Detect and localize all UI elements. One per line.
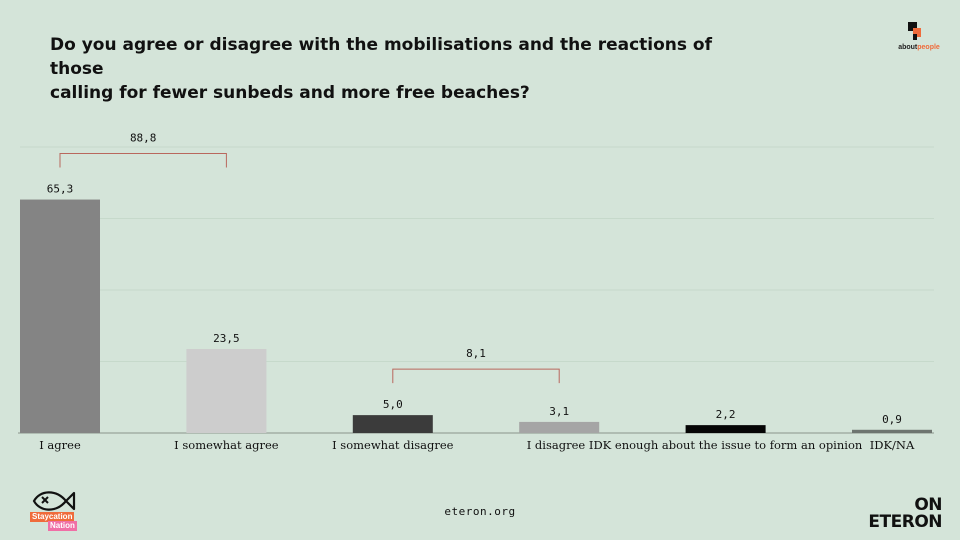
bar xyxy=(852,429,932,433)
category-label: I somewhat agree xyxy=(174,438,279,452)
aboutpeople-part2: people xyxy=(917,44,940,51)
chart-title: Do you agree or disagree with the mobili… xyxy=(50,35,713,103)
fish-icon xyxy=(32,491,76,511)
bar xyxy=(685,425,766,433)
staycation-label: Staycation xyxy=(30,512,75,522)
staycation-nation-logo: Staycation Nation xyxy=(28,488,84,532)
data-label: 23,5 xyxy=(213,332,240,345)
bracket xyxy=(59,153,227,168)
nation-label: Nation xyxy=(48,521,77,531)
aboutpeople-wordmark: aboutpeople xyxy=(894,44,944,51)
data-label: 0,9 xyxy=(882,413,902,426)
category-label: IDK/NA xyxy=(870,438,915,452)
category-label: I disagree xyxy=(527,438,586,452)
category-label: IDK enough about the issue to form an op… xyxy=(589,438,863,452)
on-eteron-line2: ETERON xyxy=(868,512,942,532)
bar xyxy=(519,421,600,433)
on-eteron-logo: ON ETERON xyxy=(868,497,942,531)
aboutpeople-part1: about xyxy=(898,44,918,51)
logo-square-dark xyxy=(908,22,917,31)
footer-url[interactable]: eteron.org xyxy=(444,505,516,518)
category-label: I agree xyxy=(39,438,81,452)
logo-square-dark-small xyxy=(913,34,917,40)
aboutpeople-logo: aboutpeople xyxy=(894,20,944,58)
logo-square-orange xyxy=(913,28,921,37)
data-label: 2,2 xyxy=(716,408,736,421)
bracket xyxy=(392,368,560,384)
bar xyxy=(20,199,100,433)
bracket-label: 88,8 xyxy=(130,132,157,145)
data-label: 3,1 xyxy=(549,405,569,418)
bar xyxy=(186,348,267,433)
data-label: 5,0 xyxy=(383,398,403,411)
data-label: 65,3 xyxy=(47,183,74,196)
on-eteron-line1: ON xyxy=(914,495,942,515)
bar xyxy=(352,415,433,433)
bracket-label: 8,1 xyxy=(466,347,486,360)
category-label: I somewhat disagree xyxy=(332,438,454,452)
